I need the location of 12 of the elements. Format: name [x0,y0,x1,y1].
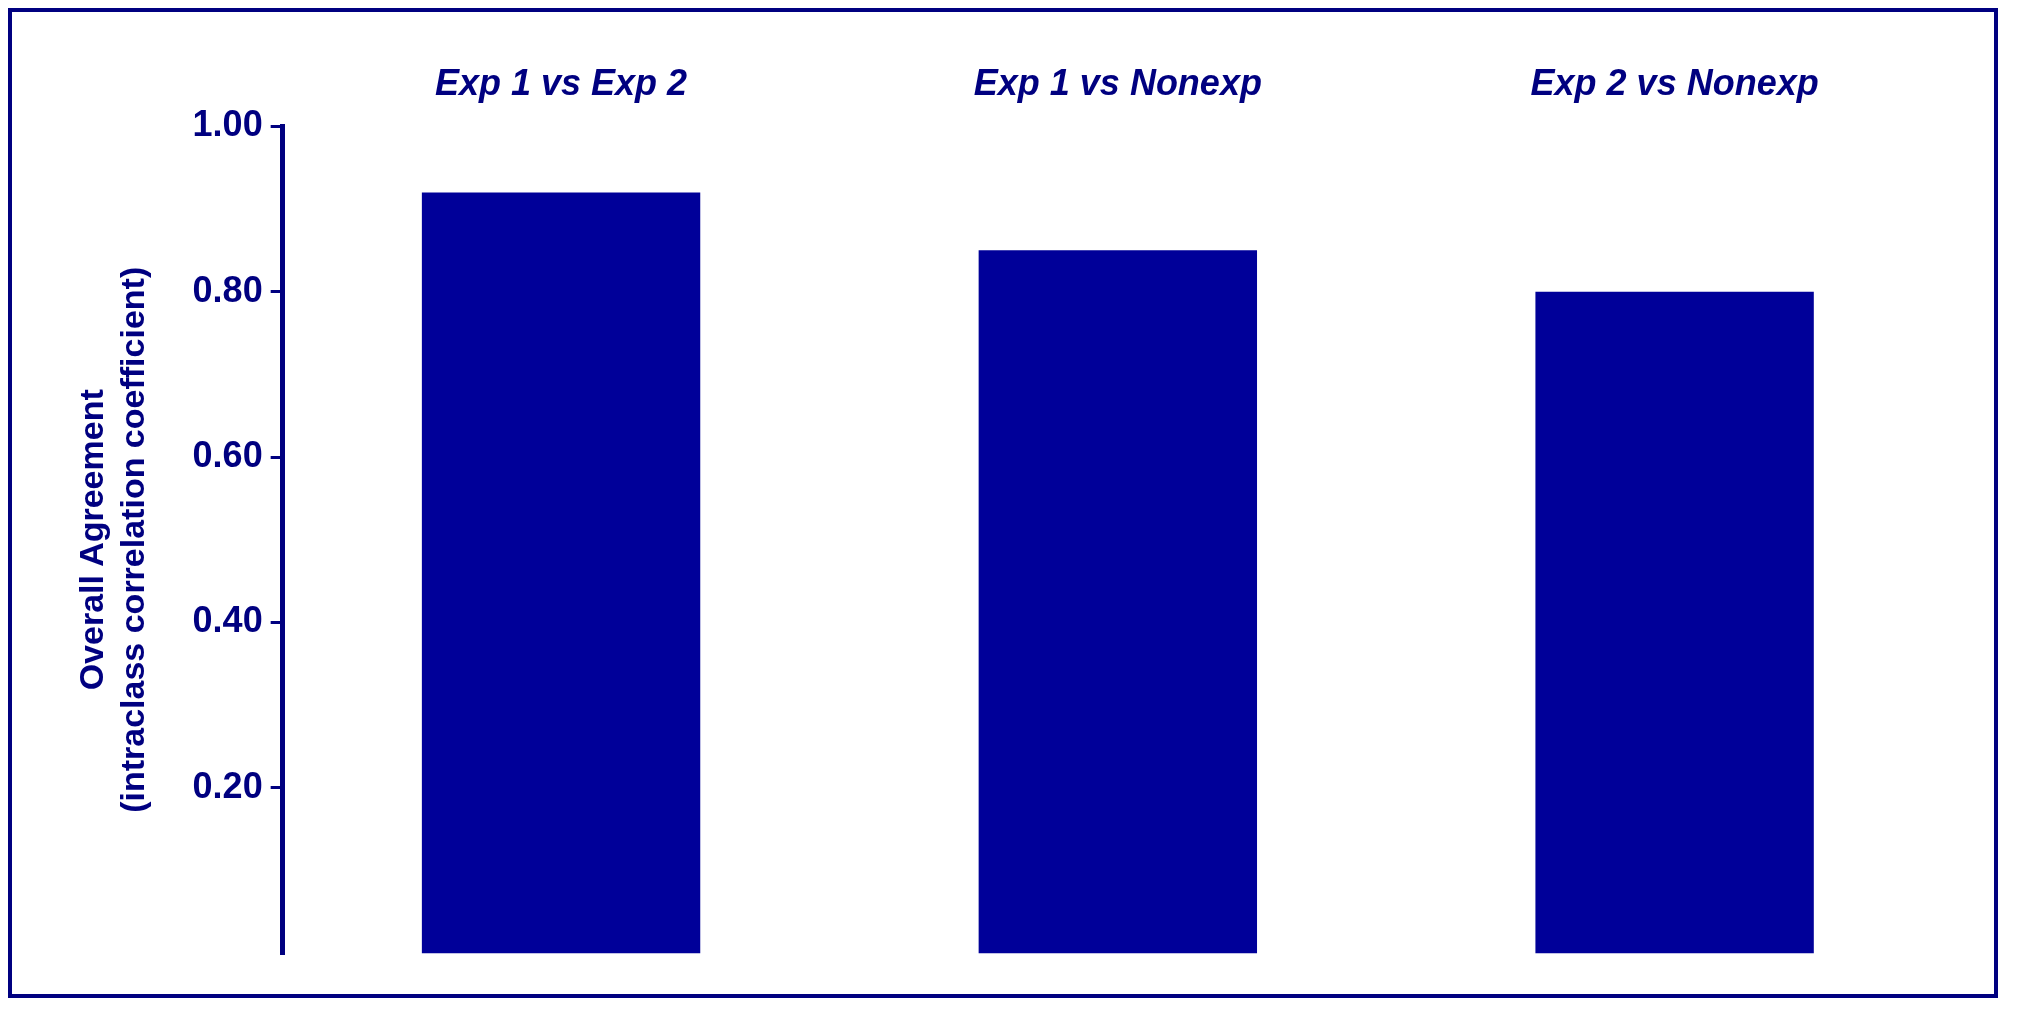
x-tick-label: Exp 1 vs Exp 2 [434,61,688,103]
y-tick-label: 1.00 [192,103,263,145]
y-tick-label: 0.60 [192,434,263,475]
y-axis-title: Overall Agreement (intraclass correlation coefficient) [71,266,151,813]
x-tick-label: Exp 2 vs Nonexp [1530,61,1819,103]
y-tick-label: 0.20 [192,764,263,806]
y-tick-label: 0.80 [192,268,263,310]
bar [421,192,701,954]
y-tick-label: 0.40 [192,599,263,641]
x-tick-label: Exp 1 vs Nonexp [973,61,1262,103]
bar [1535,291,1814,954]
bar [978,250,1258,954]
